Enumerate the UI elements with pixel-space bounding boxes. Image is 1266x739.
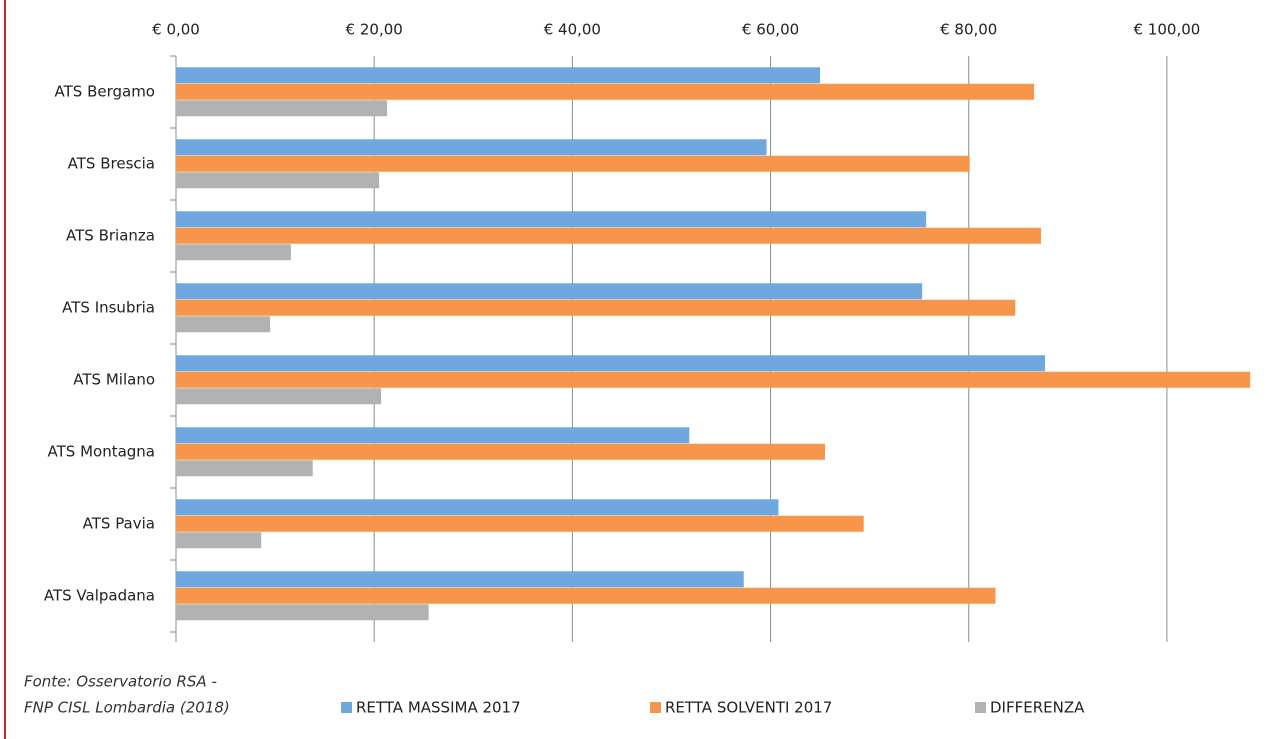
bar [176, 155, 970, 172]
source-line: Fonte: Osservatorio RSA - [24, 673, 217, 691]
y-tick-label: ATS Brianza [66, 227, 155, 245]
bar [176, 67, 821, 84]
legend-swatch [341, 702, 352, 713]
bar [176, 532, 262, 549]
legend-label: RETTA SOLVENTI 2017 [665, 699, 832, 717]
legend-label: DIFFERENZA [990, 699, 1085, 717]
y-tick-label: ATS Montagna [48, 443, 155, 461]
y-tick-label: ATS Insubria [62, 299, 155, 317]
bar [176, 388, 382, 405]
bar [176, 100, 388, 117]
x-tick-label: € 0,00 [152, 21, 200, 39]
bar [176, 283, 923, 300]
bar [176, 604, 429, 621]
bar [176, 244, 291, 261]
x-tick-label: € 80,00 [940, 21, 997, 39]
bar [176, 515, 864, 532]
bar [176, 355, 1046, 372]
legend-label: RETTA MASSIMA 2017 [356, 699, 521, 717]
bar [176, 427, 690, 444]
bar [176, 316, 271, 333]
bar [176, 83, 1035, 100]
bar [176, 227, 1042, 244]
y-tick-label: ATS Bergamo [55, 83, 155, 101]
bar [176, 371, 1251, 388]
x-tick-label: € 100,00 [1134, 21, 1201, 39]
bar [176, 211, 927, 228]
bar [176, 571, 744, 588]
y-tick-label: ATS Brescia [68, 155, 155, 173]
bar [176, 587, 996, 604]
bar [176, 460, 313, 477]
source-line: FNP CISL Lombardia (2018) [24, 699, 230, 717]
bar [176, 172, 380, 189]
bar [176, 299, 1016, 316]
bar [176, 139, 767, 156]
y-tick-label: ATS Milano [73, 371, 155, 389]
bar [176, 499, 779, 516]
x-tick-label: € 40,00 [544, 21, 601, 39]
y-tick-label: ATS Valpadana [44, 587, 155, 605]
y-tick-label: ATS Pavia [83, 515, 155, 533]
bar [176, 443, 826, 460]
x-tick-label: € 60,00 [742, 21, 799, 39]
x-tick-label: € 20,00 [346, 21, 403, 39]
legend-swatch [975, 702, 986, 713]
legend-swatch [650, 702, 661, 713]
